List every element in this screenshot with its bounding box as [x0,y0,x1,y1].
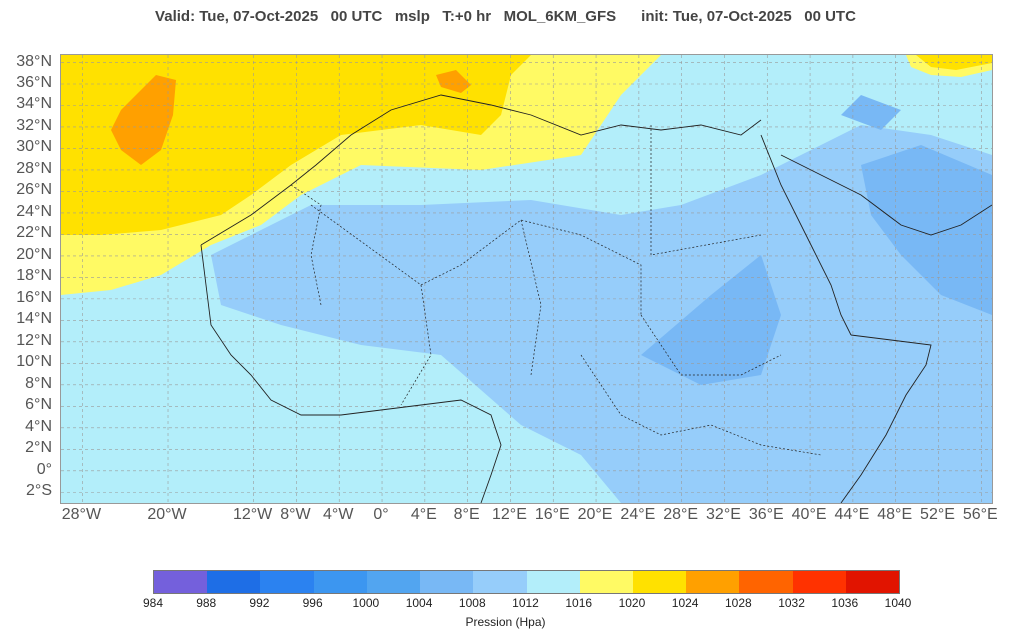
lon-label: 0° [373,506,389,523]
lat-label: 8°N [25,374,52,392]
lat-label: 14°N [16,310,52,328]
lon-label: 48°E [877,506,913,523]
country-borders [290,125,822,456]
pressure-low-arabia [861,145,992,315]
longitude-axis: 28°W 20°W 12°W 8°W 4°W 0° 4°E 8°E 12°E 16°E 20°E 24… [60,506,998,528]
lon-label: 12°E [492,506,527,523]
colorbar-tick-label: 1024 [671,596,699,610]
lon-label: 24°E [620,506,656,523]
colorbar-swatch [260,571,314,593]
lat-label: 4°N [25,417,52,435]
colorbar-tick-label: 1000 [352,596,380,610]
colorbar-tick-label: 1040 [884,596,912,610]
pressure-band-1008 [211,125,992,503]
colorbar-tick-label: 988 [196,596,217,610]
lat-label: 2°N [25,439,52,457]
lat-label: 10°N [16,353,52,371]
lon-label: 28°W [61,506,102,523]
map-title: Valid: Tue, 07-Oct-2025 00 UTC mslp T:+0… [155,8,856,25]
lon-label: 28°E [663,506,699,523]
lat-label: 6°N [25,396,52,414]
lat-label: 30°N [16,138,52,156]
lon-label: 4°E [410,506,437,523]
colorbar-unit-label: Pression (Hpa) [465,615,546,629]
colorbar-tick-label: 992 [249,596,270,610]
lat-label: 18°N [16,267,52,285]
colorbar-swatch [313,571,367,593]
colorbar-tick-label: 1036 [831,596,859,610]
pressure-band-1020 [61,55,531,235]
pressure-colorbar [153,570,900,594]
lon-label: 40°E [791,506,827,523]
pressure-high-center-atlantic [111,75,176,165]
colorbar-tick-label: 1004 [405,596,433,610]
lat-label: 28°N [16,159,52,177]
graticule-grid [61,55,992,503]
colorbar-swatch [739,571,793,593]
colorbar-swatch [686,571,740,593]
lon-label: 56°E [962,506,998,523]
lon-label: 4°W [323,506,354,523]
colorbar-tick-label: 1008 [458,596,486,610]
lat-label: 12°N [16,331,52,349]
pressure-low-iraq [841,95,901,130]
lon-label: 20°W [147,506,187,523]
pressure-high-center-tunisia [436,70,471,93]
colorbar-tick-label: 996 [302,596,323,610]
colorbar-swatch [526,571,580,593]
pressure-map[interactable] [60,54,993,504]
lon-label: 44°E [834,506,870,523]
lat-label: 26°N [16,181,52,199]
lon-label: 32°E [706,506,741,523]
colorbar-tick-label: 1012 [512,596,539,610]
lon-label: 12°W [232,506,273,523]
colorbar-swatch [792,571,846,593]
lat-label: 36°N [16,74,52,91]
colorbar-tick-label: 1028 [724,596,752,610]
colorbar-tick-label: 1016 [565,596,593,610]
lon-label: 8°W [280,506,311,523]
lon-label: 20°E [577,506,613,523]
pressure-low-sudan [641,255,781,385]
lon-label: 36°E [748,506,784,523]
colorbar-tick-label: 1020 [618,596,646,610]
colorbar-swatch [207,571,261,593]
colorbar-tick-label: 1032 [778,596,805,610]
pressure-band-1020-ne [916,55,992,70]
colorbar-swatch [420,571,474,593]
lat-label: 2°S [26,482,52,500]
colorbar-tick-label: 984 [142,596,164,610]
pressure-map-canvas [61,55,992,503]
lat-label: 22°N [16,224,52,242]
lat-label: 38°N [16,52,52,70]
lon-label: 8°E [453,506,480,523]
lat-label: 34°N [16,95,52,113]
colorbar-swatch [154,571,208,593]
colorbar-swatch [632,571,687,593]
coastline-outline [200,94,992,503]
lon-label: 52°E [920,506,955,523]
lat-label: 32°N [16,116,52,134]
lat-label: 0° [36,460,52,478]
colorbar-swatch [366,571,421,593]
lat-label: 16°N [16,288,52,306]
colorbar-swatch [579,571,633,593]
lon-label: 16°E [534,506,570,523]
lat-label: 20°N [16,245,52,263]
colorbar-ticks: 984 988 992 996 1000 1004 1008 1012 1016 1020 1024… [143,596,911,612]
lat-label: 24°N [16,202,52,220]
colorbar-swatch [473,571,527,593]
colorbar-swatch [845,571,900,593]
latitude-axis: 38°N 36°N 34°N 32°N 30°N 28°N 26°N 24°N 22°N 20°N… [0,52,56,502]
